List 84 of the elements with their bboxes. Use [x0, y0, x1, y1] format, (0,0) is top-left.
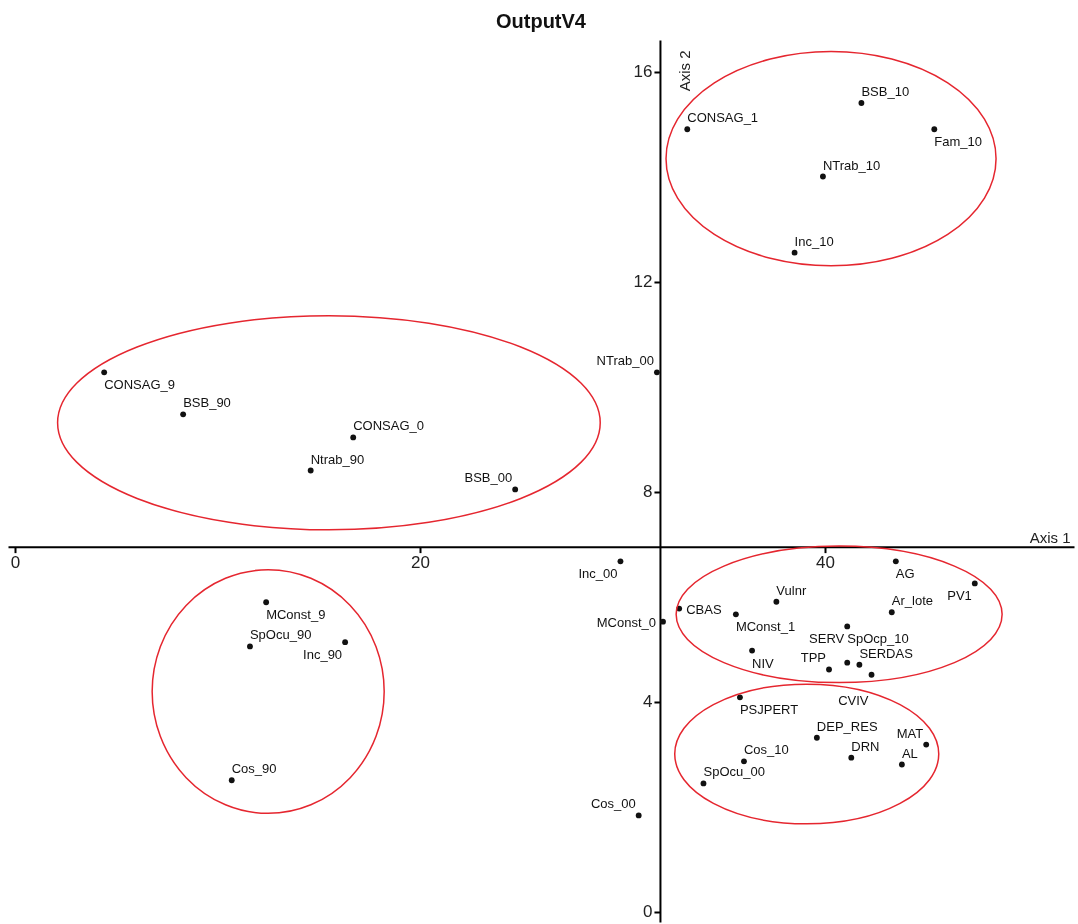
point — [826, 666, 832, 673]
x-axis-title: Axis 1 — [1029, 529, 1071, 547]
annotation: CONSAG_0 — [353, 418, 425, 434]
annotation: BSB_10 — [861, 84, 910, 99]
point — [923, 741, 930, 748]
point — [791, 249, 798, 256]
point — [180, 411, 187, 418]
y-tick-label: 8 — [642, 482, 653, 501]
annotation: CONSAG_1 — [687, 110, 759, 126]
y-axis-title: Axis 2 — [676, 50, 694, 92]
annotation: SpOcu_00 — [703, 764, 765, 780]
annotation: Cos_90 — [231, 761, 277, 777]
point — [858, 100, 865, 106]
point — [971, 580, 978, 587]
annotation: CONSAG_9 — [104, 377, 175, 393]
annotation: PV1 — [947, 588, 972, 604]
annotation: Inc_10 — [794, 233, 834, 249]
point — [868, 671, 875, 678]
annotation: Cos_10 — [743, 742, 789, 758]
chart-title: OutputV4 — [496, 10, 587, 32]
point — [773, 598, 780, 605]
annotation: Ar_lote — [891, 593, 933, 609]
point — [898, 761, 905, 768]
x-tick-label: 0 — [10, 553, 21, 573]
annotation: MConst_0 — [596, 614, 656, 630]
annotation: AL — [901, 745, 918, 761]
y-tick-label: 12 — [633, 272, 653, 291]
annotation: SpOcu_90 — [249, 627, 312, 643]
point — [101, 369, 108, 376]
point — [617, 558, 624, 565]
point — [342, 639, 349, 646]
annotation: SpOcp_10 — [847, 631, 909, 647]
annotation: SERDAS — [859, 645, 914, 661]
annotation: MConst_1 — [735, 619, 796, 635]
annotation: Cos_00 — [590, 796, 636, 812]
annotation: NTrab_10 — [822, 157, 881, 173]
annotation: DEP_RES — [816, 718, 878, 734]
y-tick-label: 0 — [642, 902, 653, 921]
y-tick-label: 4 — [642, 692, 653, 711]
point — [844, 659, 851, 666]
point — [820, 173, 826, 180]
annotation: NTrab_00 — [596, 353, 654, 369]
annotation: CVIV — [838, 692, 869, 708]
x-tick-label: 20 — [411, 553, 430, 573]
annotation: MAT — [896, 725, 924, 741]
point — [228, 777, 235, 784]
point — [512, 486, 519, 493]
point — [700, 780, 707, 787]
point — [741, 758, 747, 765]
point — [350, 434, 357, 441]
annotation: Fam_10 — [934, 134, 982, 150]
point — [892, 558, 899, 565]
annotation: BSB_90 — [183, 395, 231, 411]
point — [684, 126, 691, 133]
point — [931, 126, 938, 133]
point — [856, 661, 863, 668]
annotation: Inc_00 — [578, 566, 618, 582]
annotation: Inc_90 — [303, 647, 343, 663]
annotation: AG — [895, 566, 915, 582]
annotation: PSJPERT — [739, 702, 799, 718]
annotation: NIV — [752, 655, 775, 671]
annotation: SERV — [809, 630, 845, 646]
point — [888, 609, 895, 616]
point — [737, 694, 743, 701]
annotation: TPP — [800, 650, 827, 666]
point — [848, 754, 855, 761]
annotation: Vulnr — [776, 582, 807, 598]
point — [654, 369, 660, 376]
annotation: CBAS — [686, 601, 722, 617]
x-tick-label: 40 — [816, 553, 835, 573]
point — [749, 647, 755, 654]
point — [813, 734, 820, 741]
point — [307, 467, 314, 474]
y-tick-label: 16 — [633, 62, 653, 81]
point — [732, 611, 739, 618]
point — [263, 599, 270, 606]
point — [844, 623, 851, 630]
point — [635, 812, 642, 819]
annotation: Ntrab_90 — [310, 451, 365, 467]
annotation: DRN — [851, 738, 880, 754]
annotation: BSB_00 — [464, 470, 513, 486]
point — [660, 618, 666, 625]
annotation: MConst_9 — [266, 607, 326, 623]
point — [247, 643, 253, 650]
